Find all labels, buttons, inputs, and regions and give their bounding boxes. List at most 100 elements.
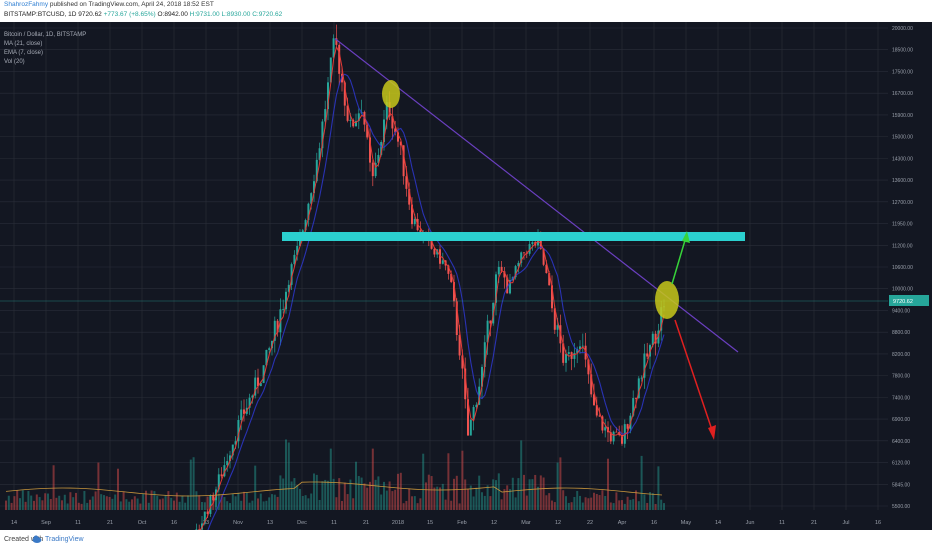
volume-bar: [66, 503, 69, 510]
x-tick-label: Apr: [618, 520, 627, 526]
volume-bar: [86, 502, 89, 510]
volume-bar: [553, 502, 556, 510]
author-link[interactable]: ShahrozFahmy: [4, 1, 49, 8]
volume-bar: [262, 501, 265, 510]
volume-bar: [243, 491, 245, 510]
candle-body: [282, 309, 285, 310]
volume-bar: [607, 458, 609, 510]
candle-body: [324, 109, 327, 122]
candle-body: [296, 245, 299, 255]
candle-body: [601, 416, 604, 431]
candle-body: [503, 271, 506, 278]
candle-body: [383, 119, 385, 142]
chart-canvas[interactable]: 20000.00 18500.00 17500.00 16700.00 15900.00…: [0, 22, 932, 530]
legend-ema[interactable]: EMA (7, close): [4, 50, 44, 56]
volume-bar: [551, 500, 553, 510]
y-tick-label: 7400.00: [892, 395, 910, 401]
candle-body: [514, 266, 517, 278]
volume-bar: [192, 457, 195, 510]
y-tick-label: 6400.00: [892, 439, 910, 445]
volume-bar: [290, 481, 293, 510]
volume-bar: [646, 502, 649, 510]
volume-bar: [531, 479, 534, 510]
candle-body: [500, 266, 503, 272]
tradingview-logo-icon: [32, 535, 42, 543]
volume-bar: [304, 495, 307, 510]
volume-bar: [352, 498, 355, 510]
candle-body: [531, 242, 534, 245]
volume-bar: [411, 496, 413, 510]
volume-bar: [63, 494, 66, 510]
candle-body: [223, 465, 226, 477]
x-tick-label: Sep: [41, 520, 51, 526]
volume-bar: [453, 478, 455, 510]
volume-bar: [649, 492, 651, 510]
candle-body: [472, 407, 475, 420]
volume-bar: [240, 500, 243, 510]
candle-body: [553, 308, 556, 330]
x-tick-label: 22: [587, 520, 593, 526]
candle-body: [259, 382, 262, 387]
volume-bar: [654, 503, 657, 510]
y-tick-label: 6120.00: [892, 461, 910, 467]
volume-bar: [346, 494, 349, 510]
volume-bar: [47, 493, 49, 510]
candle-body: [453, 282, 455, 302]
candle-body: [332, 38, 335, 58]
volume-bar: [651, 493, 654, 510]
volume-bar: [198, 495, 201, 510]
volume-bar: [217, 493, 220, 510]
symbol-line: BITSTAMP:BTCUSD, 1D 9720.62 +773.67 (+8.…: [4, 11, 282, 18]
candle-body: [262, 365, 265, 383]
volume-bar: [363, 483, 366, 510]
volume-bar: [637, 501, 640, 510]
volume-bar: [16, 490, 19, 510]
candle-body: [520, 252, 523, 263]
volume-bar: [492, 479, 495, 510]
x-tick-label: Mar: [521, 520, 531, 526]
volume-bar: [441, 483, 444, 510]
volume-bar: [483, 495, 486, 510]
volume-bar: [271, 494, 273, 510]
volume-bar: [371, 448, 374, 510]
candle-body: [251, 395, 254, 398]
volume-bar: [136, 498, 139, 510]
volume-bar: [100, 494, 103, 510]
x-tick-label: Feb: [457, 520, 466, 526]
volume-bar: [584, 497, 587, 510]
tradingview-brand[interactable]: TradingView: [45, 536, 84, 543]
volume-bar: [83, 490, 86, 510]
candle-body: [254, 377, 257, 396]
volume-bar: [125, 499, 128, 510]
candle-body: [469, 419, 472, 436]
volume-bar: [581, 502, 584, 510]
y-tick-label: 6900.00: [892, 417, 910, 423]
volume-bar: [315, 474, 318, 510]
volume-bar: [467, 489, 469, 510]
candle-body: [615, 431, 618, 433]
candle-body: [352, 119, 355, 127]
volume-bar: [444, 499, 447, 510]
candle-body: [486, 320, 489, 343]
y-tick-label: 7800.00: [892, 374, 910, 380]
volume-bar: [338, 478, 341, 510]
candle-body: [377, 154, 380, 163]
y-tick-label: 10000.00: [892, 287, 913, 293]
volume-bar: [24, 501, 27, 510]
legend-vol[interactable]: Vol (20): [4, 59, 25, 65]
publish-line: ShahrozFahmy published on TradingView.co…: [4, 1, 214, 8]
volume-bar: [497, 473, 500, 510]
legend-ma[interactable]: MA (21, close): [4, 41, 43, 47]
candle-body: [436, 249, 439, 255]
candle-body: [397, 132, 399, 142]
candle-body: [209, 495, 212, 515]
volume-bar: [632, 499, 635, 510]
volume-bar: [310, 493, 313, 510]
close-value: C:9720.62: [252, 11, 283, 18]
volume-bar: [360, 477, 363, 510]
x-tick-label: May: [681, 520, 692, 526]
candle-body: [481, 366, 483, 387]
volume-bar: [383, 481, 385, 510]
volume-bar: [615, 492, 618, 510]
candle-body: [528, 244, 531, 254]
